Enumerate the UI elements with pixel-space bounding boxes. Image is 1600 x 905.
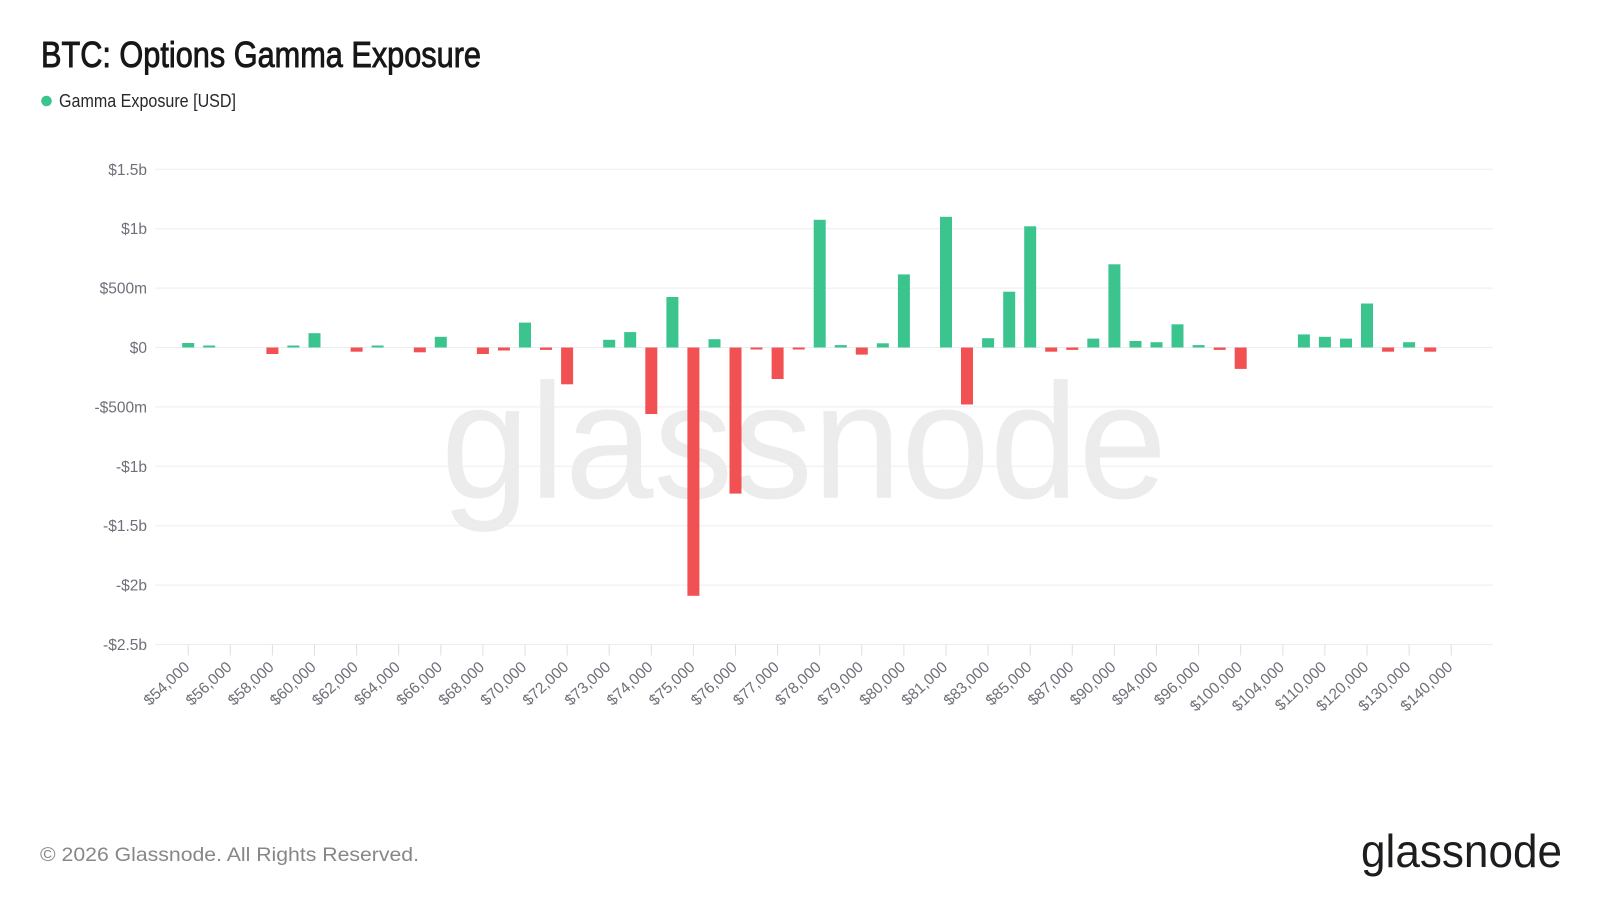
svg-text:-$2.5b: -$2.5b xyxy=(103,637,147,654)
svg-text:Gamma Exposure [USD]: Gamma Exposure [USD] xyxy=(59,91,236,111)
svg-text:$83,000: $83,000 xyxy=(941,658,994,709)
svg-text:$78,000: $78,000 xyxy=(772,658,825,709)
svg-text:$87,000: $87,000 xyxy=(1025,658,1078,709)
svg-text:$85,000: $85,000 xyxy=(983,658,1036,709)
svg-text:$72,000: $72,000 xyxy=(520,658,573,709)
svg-text:glassnode: glassnode xyxy=(1361,825,1562,877)
svg-text:$73,000: $73,000 xyxy=(562,658,615,709)
svg-text:$80,000: $80,000 xyxy=(856,658,909,709)
svg-text:$1b: $1b xyxy=(121,221,147,238)
svg-text:$74,000: $74,000 xyxy=(604,658,657,709)
svg-text:$76,000: $76,000 xyxy=(688,658,741,709)
svg-text:$58,000: $58,000 xyxy=(225,658,278,709)
svg-text:$0: $0 xyxy=(130,340,148,357)
svg-text:BTC: Options Gamma Exposure: BTC: Options Gamma Exposure xyxy=(41,34,481,75)
svg-text:-$1.5b: -$1.5b xyxy=(103,518,147,535)
svg-text:$62,000: $62,000 xyxy=(309,658,362,709)
svg-text:-$2b: -$2b xyxy=(116,578,147,595)
svg-text:$60,000: $60,000 xyxy=(267,658,320,709)
svg-text:$70,000: $70,000 xyxy=(478,658,531,709)
svg-text:$1.5b: $1.5b xyxy=(108,162,147,179)
svg-text:-$1b: -$1b xyxy=(116,459,147,476)
svg-text:© 2026 Glassnode. All Rights R: © 2026 Glassnode. All Rights Reserved. xyxy=(40,844,419,866)
svg-text:$500m: $500m xyxy=(100,281,147,298)
svg-text:$66,000: $66,000 xyxy=(393,658,446,709)
svg-text:$90,000: $90,000 xyxy=(1067,658,1120,709)
svg-text:$79,000: $79,000 xyxy=(814,658,867,709)
svg-text:$64,000: $64,000 xyxy=(351,658,404,709)
svg-text:$56,000: $56,000 xyxy=(183,658,236,709)
svg-text:$77,000: $77,000 xyxy=(730,658,783,709)
svg-text:glassnode: glassnode xyxy=(441,350,1167,533)
svg-text:$81,000: $81,000 xyxy=(899,658,952,709)
svg-text:$54,000: $54,000 xyxy=(141,658,194,709)
svg-text:-$500m: -$500m xyxy=(94,399,147,416)
svg-text:$68,000: $68,000 xyxy=(435,658,488,709)
svg-text:$75,000: $75,000 xyxy=(646,658,699,709)
svg-text:$94,000: $94,000 xyxy=(1109,658,1162,709)
